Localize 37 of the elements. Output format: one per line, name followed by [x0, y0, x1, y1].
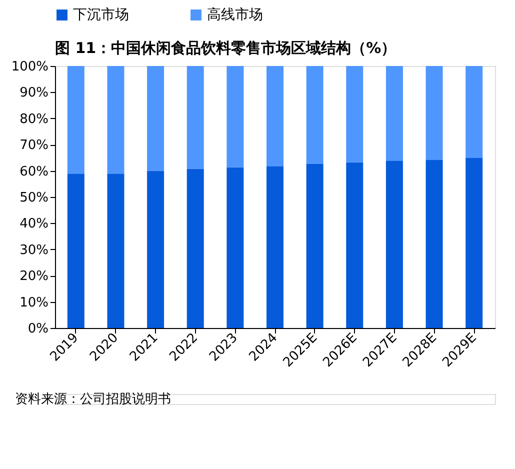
- bar: [147, 66, 164, 171]
- bar: [466, 66, 483, 158]
- bar: [426, 66, 443, 160]
- y-tick-label: 50%: [20, 190, 48, 206]
- bar: [346, 66, 364, 162]
- y-tick-label: 30%: [20, 242, 48, 258]
- bar: [266, 166, 284, 328]
- y-tick-label: 100%: [11, 60, 48, 74]
- y-tick-label: 80%: [20, 112, 48, 127]
- y-tick-label: 0%: [28, 322, 48, 336]
- y-tick-label: 20%: [20, 269, 48, 284]
- y-tick-label: 90%: [20, 86, 48, 101]
- bar: [306, 66, 324, 164]
- bar: [186, 168, 204, 328]
- bar: [426, 160, 443, 328]
- bar: [107, 66, 124, 174]
- y-tick-label: 70%: [20, 138, 48, 154]
- y-tick-label: 60%: [20, 164, 48, 180]
- y-tick-label: 40%: [20, 216, 48, 232]
- bar: [186, 66, 204, 169]
- bar: [107, 174, 124, 328]
- y-tick-label: 10%: [20, 295, 48, 310]
- bar: [386, 66, 403, 161]
- bar: [67, 66, 84, 174]
- chart-title: 图 11：中国休闲食品饮料零售市场区域结构（%）: [55, 39, 396, 57]
- bar: [226, 66, 244, 168]
- bar: [226, 167, 244, 328]
- bar: [466, 158, 483, 328]
- bar: [306, 164, 324, 328]
- bar: [386, 160, 403, 328]
- legend-label: 高线市场: [207, 7, 263, 23]
- bar: [147, 170, 164, 328]
- bar: [266, 66, 284, 166]
- text: 资料来源：公司招股说明书: [15, 392, 171, 407]
- legend-label: 下沉市场: [73, 7, 129, 23]
- bar: [67, 174, 84, 328]
- bar: [346, 162, 364, 328]
